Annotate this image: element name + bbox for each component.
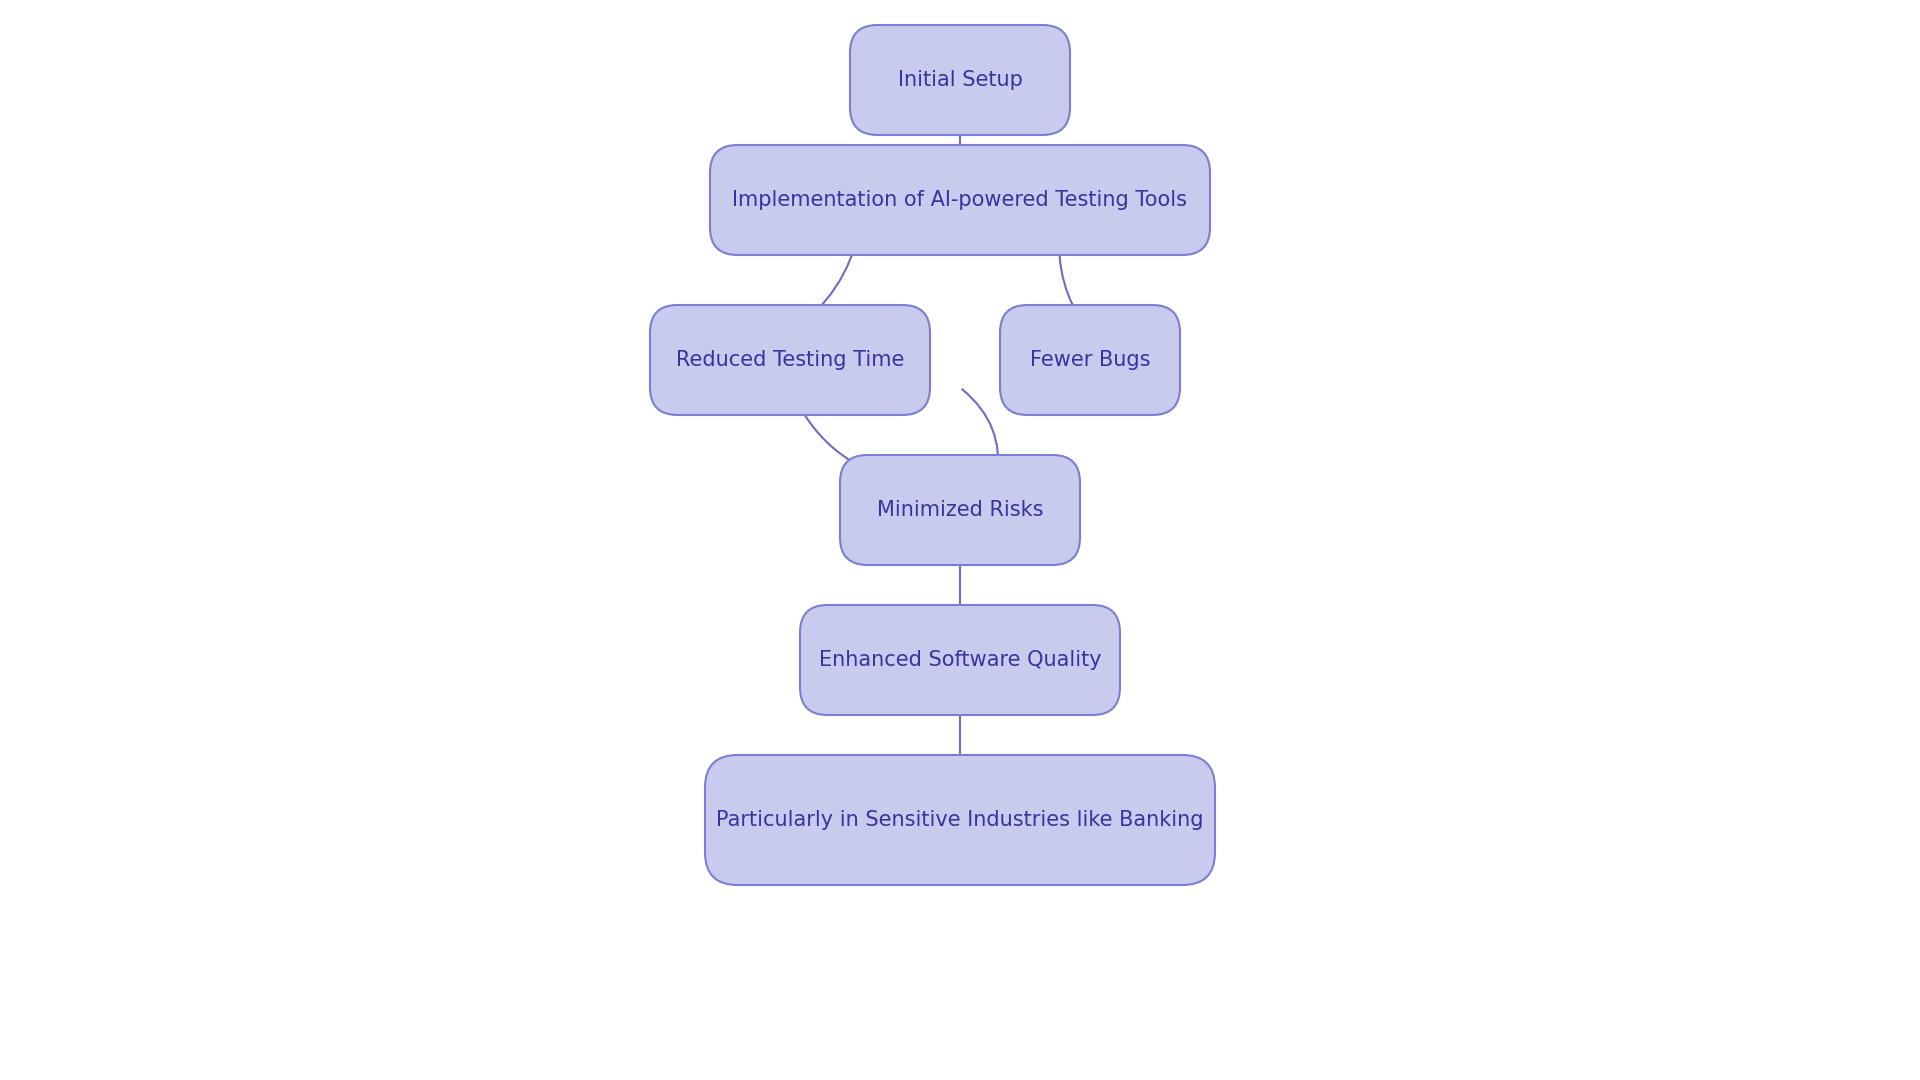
FancyBboxPatch shape [851,25,1069,135]
FancyBboxPatch shape [705,755,1215,885]
FancyBboxPatch shape [710,145,1210,255]
Text: Implementation of AI-powered Testing Tools: Implementation of AI-powered Testing Too… [733,190,1187,210]
Text: Particularly in Sensitive Industries like Banking: Particularly in Sensitive Industries lik… [716,810,1204,831]
Text: Enhanced Software Quality: Enhanced Software Quality [818,650,1102,670]
FancyBboxPatch shape [841,455,1079,565]
Text: Minimized Risks: Minimized Risks [877,500,1043,519]
Text: Fewer Bugs: Fewer Bugs [1029,350,1150,370]
FancyBboxPatch shape [651,305,929,415]
FancyBboxPatch shape [1000,305,1181,415]
Text: Initial Setup: Initial Setup [897,70,1023,90]
FancyBboxPatch shape [801,605,1119,715]
Text: Reduced Testing Time: Reduced Testing Time [676,350,904,370]
